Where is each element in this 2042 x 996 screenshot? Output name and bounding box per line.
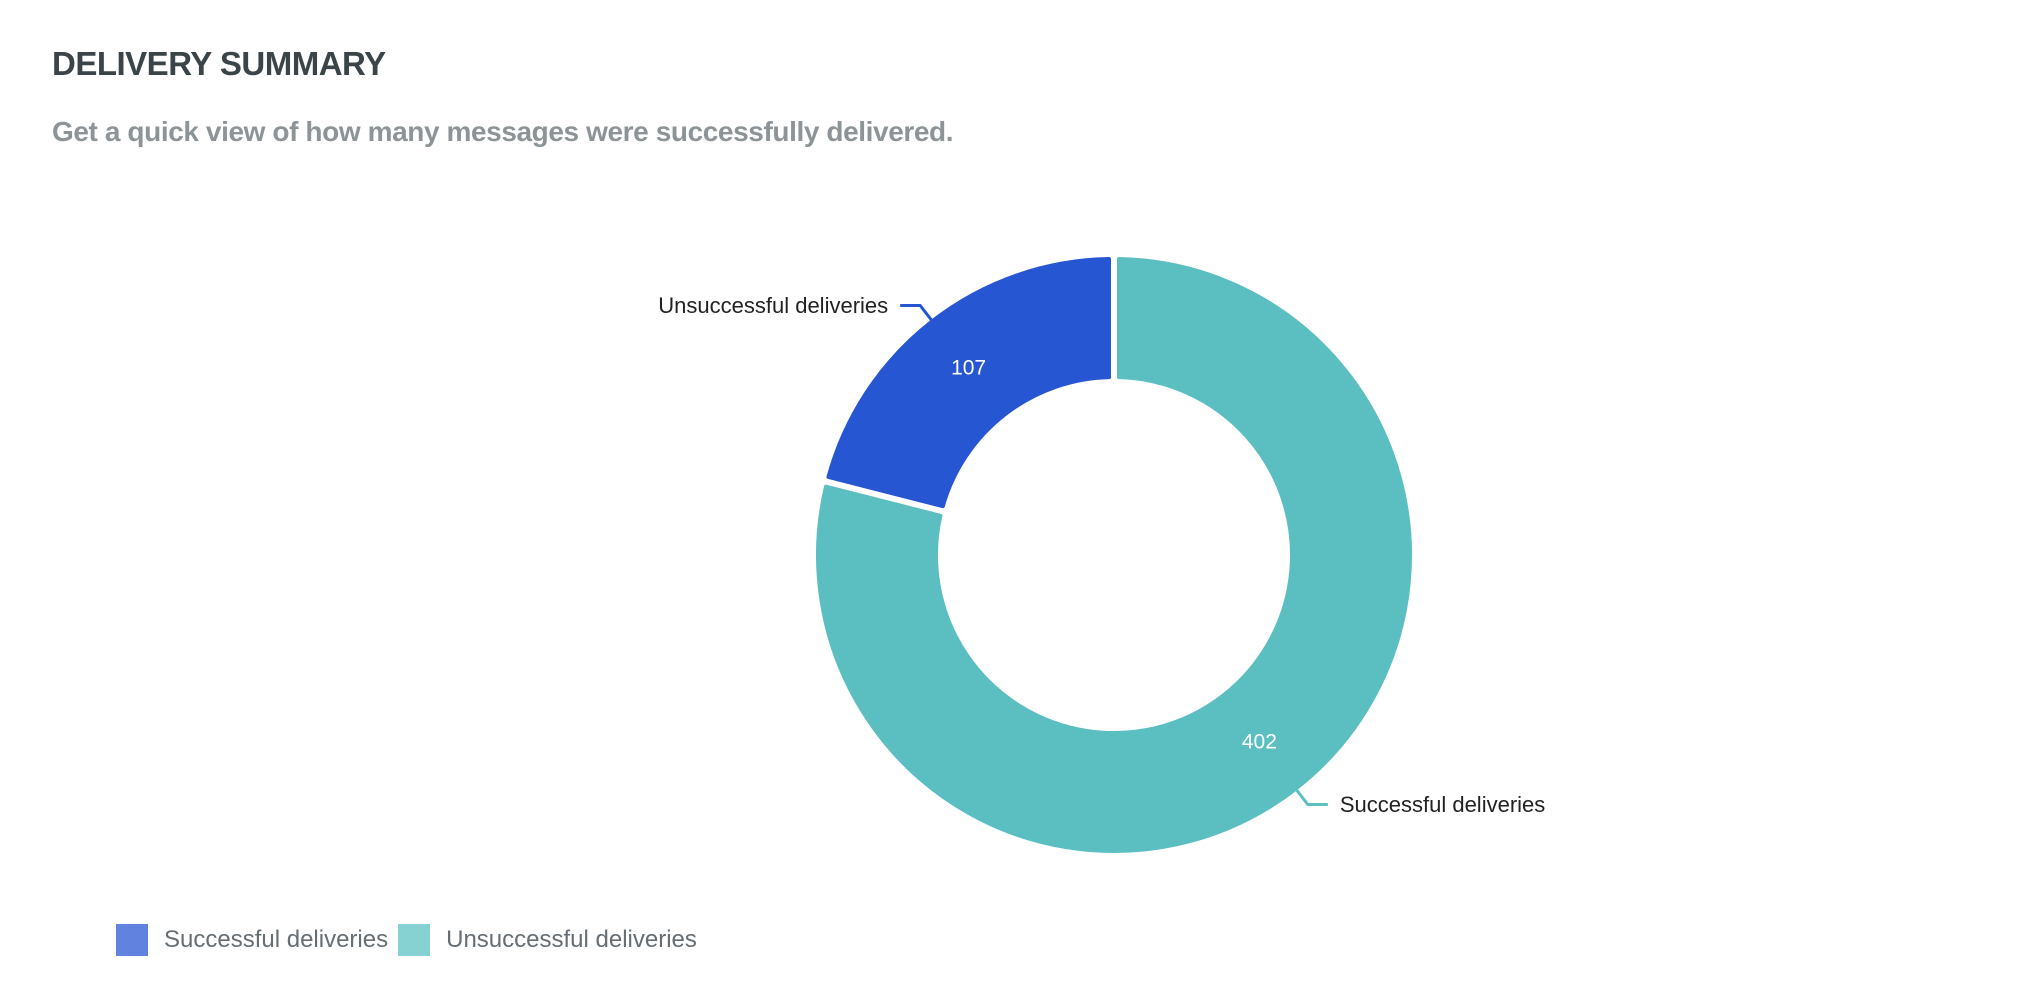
- legend-swatch-unsuccessful: [398, 924, 431, 956]
- legend-item-successful[interactable]: Successful deliveries: [116, 924, 388, 956]
- slice-value-label: 402: [1242, 731, 1277, 754]
- legend-item-unsuccessful[interactable]: Unsuccessful deliveries: [398, 924, 697, 956]
- page-subtitle: Get a quick view of how many messages we…: [52, 116, 954, 147]
- chart-legend: Successful deliveries Unsuccessful deliv…: [116, 924, 707, 956]
- callout-line: [900, 303, 943, 334]
- page-title: DELIVERY SUMMARY: [52, 45, 386, 82]
- slice-value-label: 107: [951, 356, 986, 379]
- callout-line: [1285, 776, 1328, 807]
- slice-callout-label: Unsuccessful deliveries: [658, 293, 888, 318]
- legend-label-unsuccessful: Unsuccessful deliveries: [446, 926, 697, 953]
- donut-slice-successful[interactable]: [816, 257, 1412, 853]
- legend-label-successful: Successful deliveries: [164, 926, 389, 953]
- chart-header: DELIVERY SUMMARY Get a quick view of how…: [52, 40, 954, 147]
- donut-slice-unsuccessful[interactable]: [826, 257, 1111, 509]
- legend-swatch-successful: [116, 924, 148, 956]
- slice-callout-label: Successful deliveries: [1340, 792, 1545, 817]
